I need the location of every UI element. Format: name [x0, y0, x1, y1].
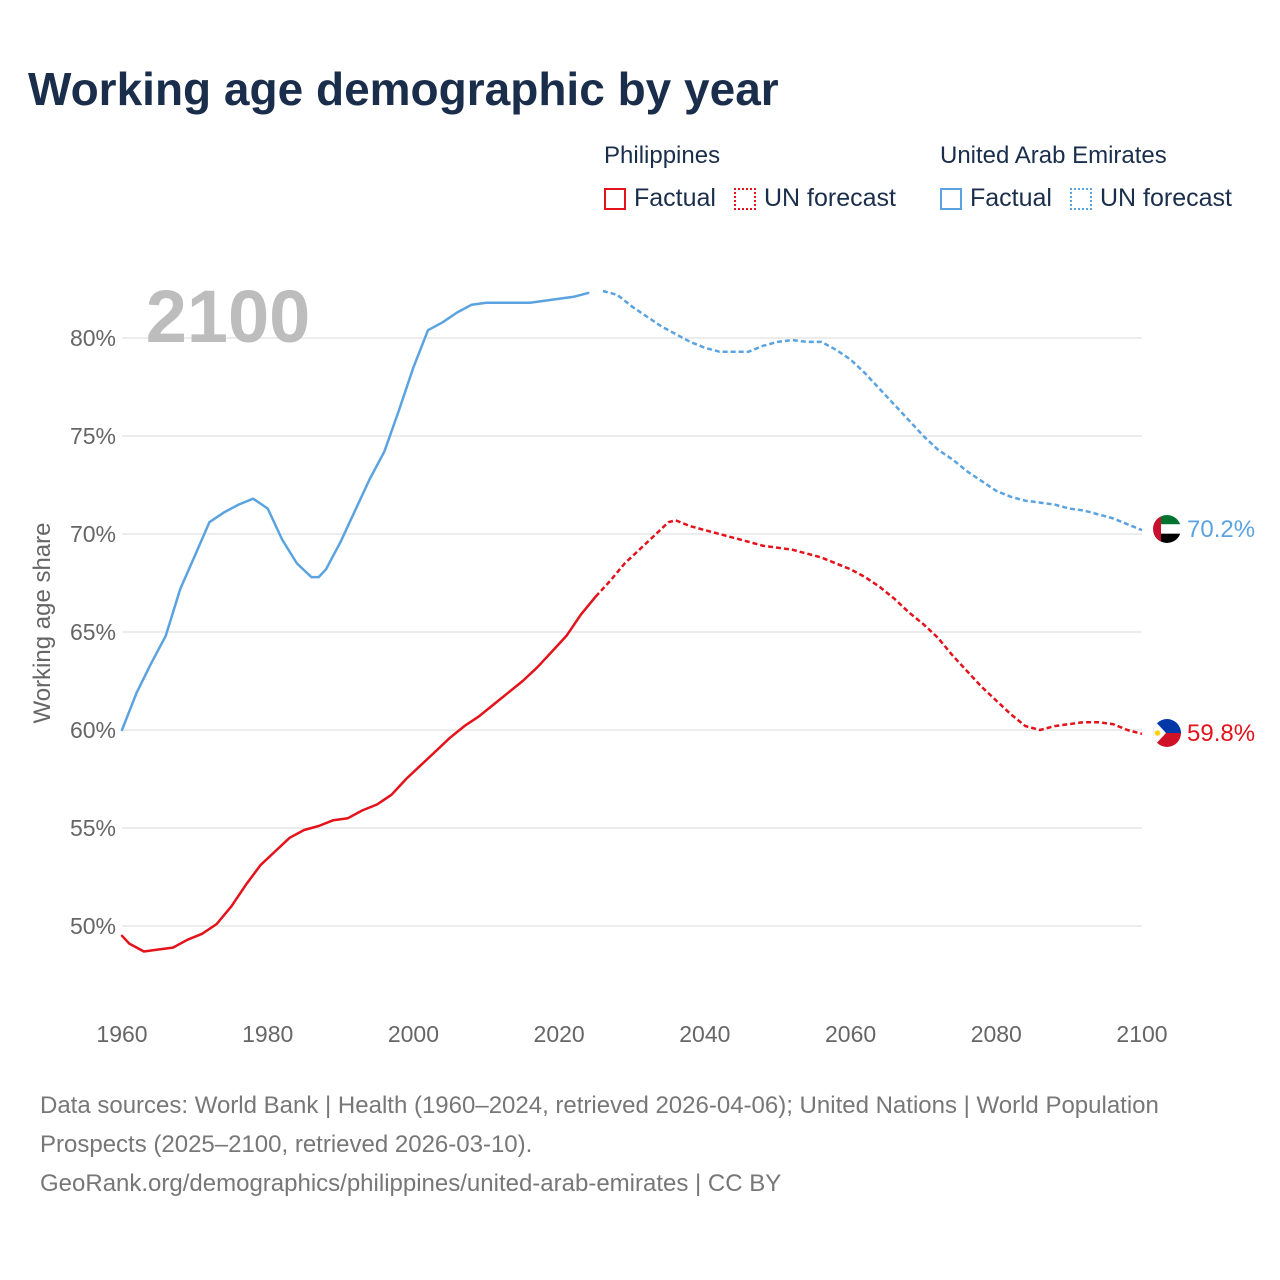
x-tick-label: 2100 — [1116, 1021, 1167, 1047]
united-arab-emirates-forecast-line — [602, 289, 1143, 532]
x-tick-label: 2040 — [679, 1021, 730, 1047]
year-watermark: 2100 — [146, 275, 311, 358]
x-tick-label: 2000 — [388, 1021, 439, 1047]
uae-end-label: 70.2% — [1187, 516, 1255, 543]
y-axis-label: Working age share — [29, 523, 56, 724]
legend-swatch-solid-icon — [604, 187, 626, 210]
legend-uae: United Arab Emirates Factual UN forecast — [940, 142, 1250, 213]
y-tick-label: 75% — [70, 423, 116, 449]
gridlines — [122, 337, 1142, 927]
philippines-forecast-line — [594, 519, 1143, 736]
legend-philippines: Philippines Factual UN forecast — [604, 142, 914, 213]
philippines-flag-icon — [1153, 719, 1181, 747]
y-tick-label: 60% — [70, 717, 116, 743]
x-tick-label: 2020 — [534, 1021, 585, 1047]
legend-label: Factual — [970, 184, 1052, 212]
x-axis: 1960 1980 2000 2020 2040 2060 2080 2100 — [96, 1021, 1167, 1047]
legend-country-uae: United Arab Emirates — [940, 142, 1167, 169]
x-tick-label: 2080 — [971, 1021, 1022, 1047]
series — [120, 289, 1143, 953]
x-tick-label: 1960 — [96, 1021, 147, 1047]
united-arab-emirates-factual-line — [120, 291, 590, 732]
legend-swatch-dotted-icon — [733, 187, 756, 210]
y-tick-label: 70% — [70, 521, 116, 547]
y-tick-label: 80% — [70, 325, 116, 351]
legend-philippines-forecast[interactable]: UN forecast — [733, 184, 896, 213]
philippines-factual-line — [120, 595, 597, 953]
legend-swatch-dotted-icon — [1069, 187, 1092, 210]
y-tick-label: 50% — [70, 913, 116, 939]
legend-swatch-solid-icon — [940, 187, 962, 210]
y-axis: 50% 55% 60% 65% 70% 75% 80% — [70, 325, 116, 939]
credit-link[interactable]: GeoRank.org/demographics/philippines/uni… — [40, 1170, 782, 1197]
x-tick-label: 2060 — [825, 1021, 876, 1047]
legend-philippines-factual[interactable]: Factual — [604, 184, 716, 213]
legend-uae-forecast[interactable]: UN forecast — [1069, 184, 1232, 213]
line-chart: 2100 50% 55% 60% 65% 70% 75% 80% 1960 1980 2000 2… — [29, 275, 1255, 1047]
x-tick-label: 1980 — [242, 1021, 293, 1047]
chart-title: Working age demographic by year — [28, 63, 779, 115]
philippines-end-label: 59.8% — [1187, 720, 1255, 747]
y-tick-label: 65% — [70, 619, 116, 645]
y-tick-label: 55% — [70, 815, 116, 841]
legend-label: UN forecast — [1099, 184, 1232, 212]
legend-label: Factual — [634, 184, 716, 212]
legend-uae-factual[interactable]: Factual — [940, 184, 1052, 213]
data-sources-text: Data sources: World Bank | Health (1960–… — [40, 1092, 1159, 1158]
legend-label: UN forecast — [763, 184, 896, 212]
uae-flag-icon — [1153, 515, 1181, 543]
legend-country-philippines: Philippines — [604, 142, 721, 169]
chart-footer: Data sources: World Bank | Health (1960–… — [40, 1086, 1220, 1203]
